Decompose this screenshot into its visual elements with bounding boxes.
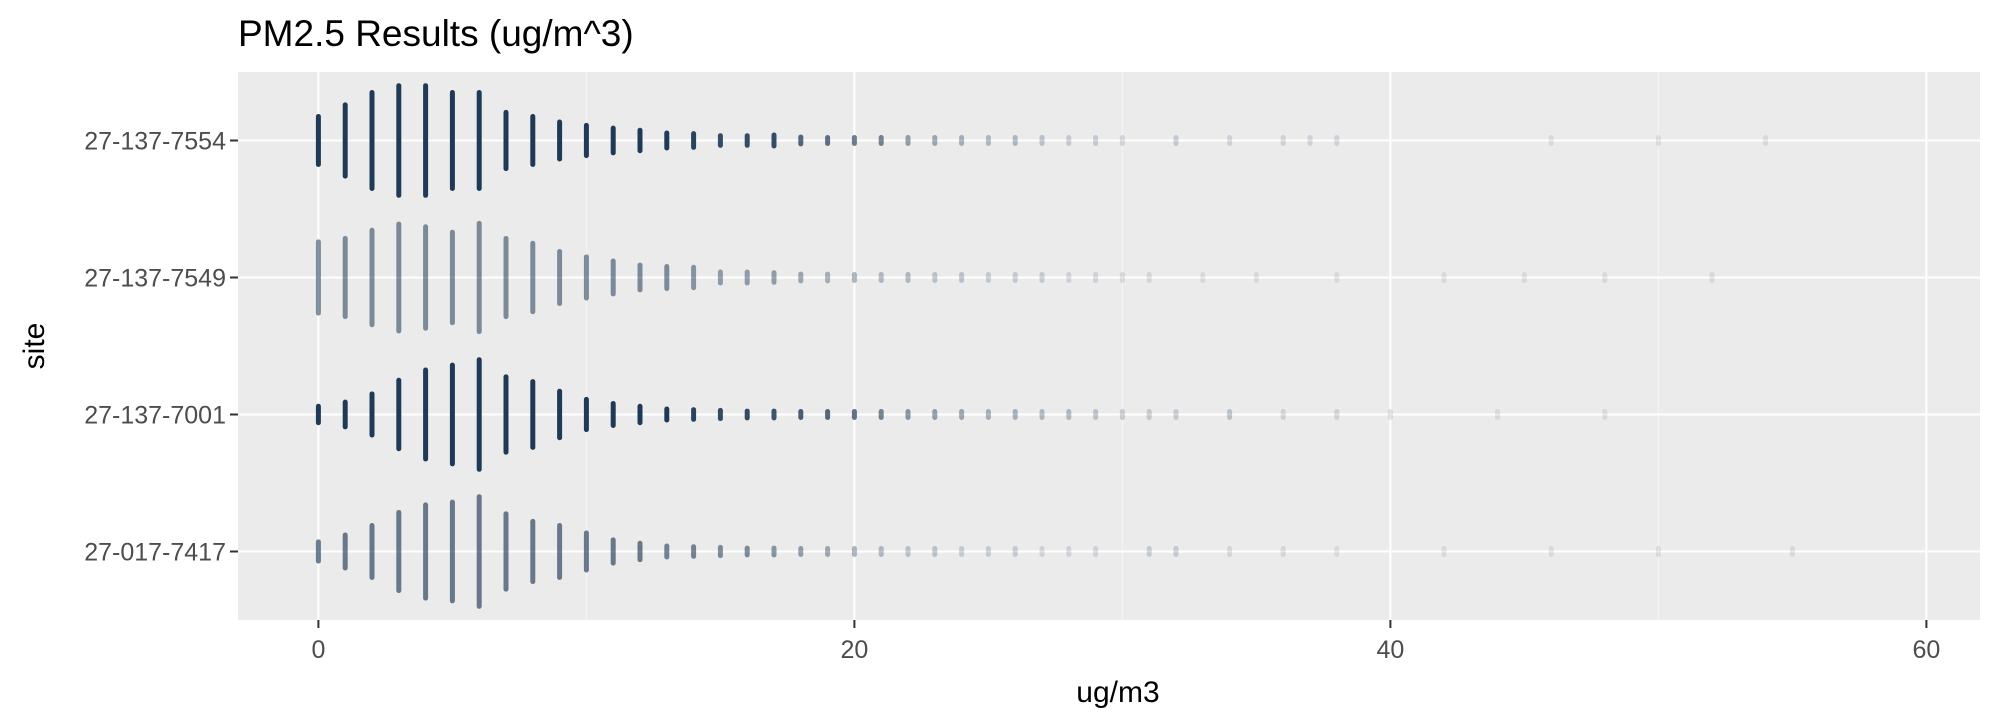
plot-panel <box>238 72 1980 620</box>
chart-title: PM2.5 Results (ug/m^3) <box>238 13 634 54</box>
x-tick-label: 20 <box>840 636 868 664</box>
y-tick-label: 27-137-7549 <box>84 265 226 293</box>
x-tick-label: 60 <box>1912 636 1940 664</box>
x-axis-label: ug/m3 <box>1076 676 1159 709</box>
y-axis: 27-017-7417 27-137-7001 27-137-7549 27-137-… <box>84 128 238 567</box>
minor-gridlines <box>585 72 1659 620</box>
data-marks <box>315 83 1795 609</box>
major-gridlines <box>238 72 1980 620</box>
y-axis-label: site <box>18 323 51 370</box>
y-tick-label: 27-017-7417 <box>84 539 226 567</box>
x-tick-label: 0 <box>311 636 325 664</box>
x-tick-label: 40 <box>1376 636 1404 664</box>
x-axis: 0 20 40 60 <box>311 620 1940 664</box>
y-tick-label: 27-137-7554 <box>84 128 226 156</box>
y-tick-label: 27-137-7001 <box>84 402 226 430</box>
